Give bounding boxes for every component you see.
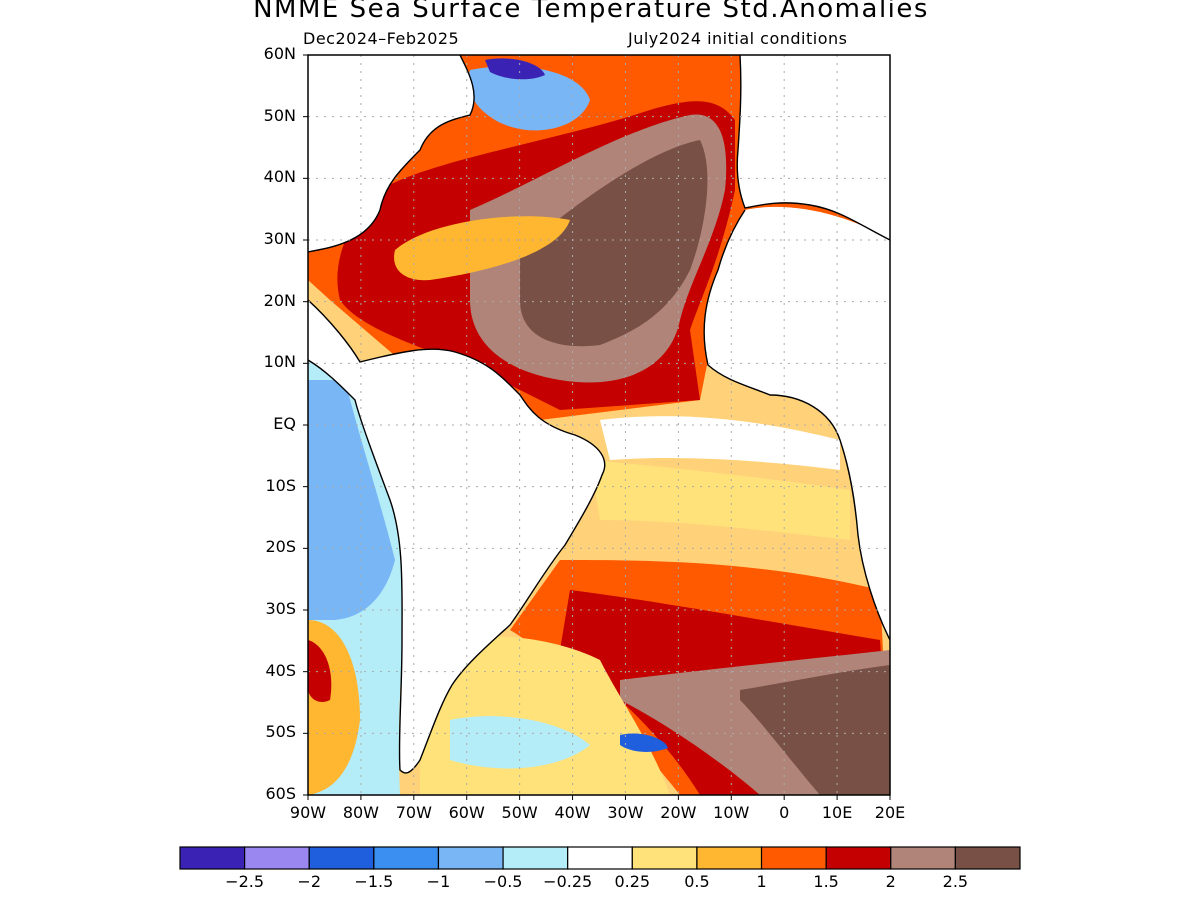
lat-label: 20N xyxy=(263,290,296,310)
colorbar-swatch xyxy=(437,846,504,870)
africa-land xyxy=(704,206,890,641)
colorbar-swatch xyxy=(567,846,633,870)
colorbar-swatch xyxy=(502,846,569,870)
lat-label: 20S xyxy=(265,537,296,557)
colorbar-label: −2 xyxy=(297,872,322,891)
lon-label: 90W xyxy=(289,803,327,822)
europe-coastline xyxy=(736,55,890,241)
southern-ocean-slight-cool xyxy=(450,716,590,769)
lon-label: 50W xyxy=(501,803,538,822)
lon-label: 40W xyxy=(554,803,591,822)
south-america-land xyxy=(308,300,605,773)
colorbar-swatch xyxy=(696,846,763,870)
colorbar-swatch xyxy=(760,846,827,870)
lat-label: 60N xyxy=(263,44,296,63)
lon-label: 0 xyxy=(779,803,790,822)
north-atlantic-extreme-warm xyxy=(520,140,708,347)
colorbar-swatch xyxy=(373,846,440,870)
colorbar-label: −0.5 xyxy=(483,872,523,891)
lat-label: 40S xyxy=(265,660,296,680)
map-title: NMME Sea Surface Temperature Std.Anomali… xyxy=(253,0,929,24)
north-america-coastline xyxy=(308,55,475,253)
lat-label: 60S xyxy=(265,784,296,803)
axis-ticks xyxy=(303,54,891,800)
forecast-period: Dec2024–Feb2025 xyxy=(303,29,460,48)
colorbar-swatch xyxy=(631,846,698,870)
lat-label: 30S xyxy=(265,599,296,618)
colorbar-label: 0.5 xyxy=(684,872,710,891)
colorbar-label: 2.5 xyxy=(942,872,969,891)
lon-label: 20E xyxy=(874,803,906,822)
labrador-sea-strong-cool xyxy=(485,58,545,80)
colorbar-swatch xyxy=(825,846,892,870)
lat-label: EQ xyxy=(273,414,296,433)
south-america-coastline xyxy=(308,299,606,774)
colorbar xyxy=(179,846,1021,870)
colorbar-swatch xyxy=(179,846,246,870)
colorbar-swatch xyxy=(244,846,310,870)
colorbar-swatch xyxy=(954,846,1021,870)
lon-label: 20W xyxy=(660,803,697,822)
lon-label: 10E xyxy=(821,803,853,822)
lon-label: 30W xyxy=(607,803,644,822)
colorbar-label: −1.5 xyxy=(354,872,394,891)
lon-label: 60W xyxy=(448,803,485,822)
map-area xyxy=(308,55,890,795)
colorbar-label: 1.5 xyxy=(813,872,839,891)
colorbar-swatch xyxy=(308,846,375,870)
lat-label: 10S xyxy=(265,475,296,495)
lat-label: 50N xyxy=(263,105,296,125)
lat-label: 10N xyxy=(263,352,296,372)
lat-lon-grid xyxy=(308,55,890,795)
colorbar-swatch xyxy=(890,846,956,870)
north-america-land xyxy=(308,55,475,252)
colorbar-label: −1 xyxy=(426,872,451,891)
europe-land xyxy=(737,55,890,240)
lat-label: 50S xyxy=(265,722,296,742)
colorbar-label: 0.25 xyxy=(614,872,651,891)
colorbar-label: −2.5 xyxy=(225,872,265,891)
lon-label: 80W xyxy=(342,803,379,822)
equatorial-near-normal xyxy=(600,416,840,470)
lat-label: 30N xyxy=(263,229,296,248)
subtropical-moderate-warm xyxy=(394,216,570,281)
labrador-sea-cool xyxy=(468,66,590,131)
lat-label: 40N xyxy=(263,167,296,187)
eastern-pacific-cool xyxy=(308,380,395,620)
southern-ocean-cool-spot xyxy=(620,733,668,752)
africa-coastline xyxy=(703,209,890,641)
lon-label: 10W xyxy=(713,803,750,822)
colorbar-label: 2 xyxy=(885,872,896,891)
tropical-south-weak-warm xyxy=(590,460,850,540)
south-atlantic-extreme-warm xyxy=(740,665,890,795)
initial-conditions: July2024 initial conditions xyxy=(628,29,848,48)
colorbar-label: −0.25 xyxy=(543,872,593,891)
colorbar-label: 1 xyxy=(756,872,767,891)
lon-label: 70W xyxy=(395,803,432,822)
southeast-pacific-strong-warm xyxy=(308,640,332,702)
